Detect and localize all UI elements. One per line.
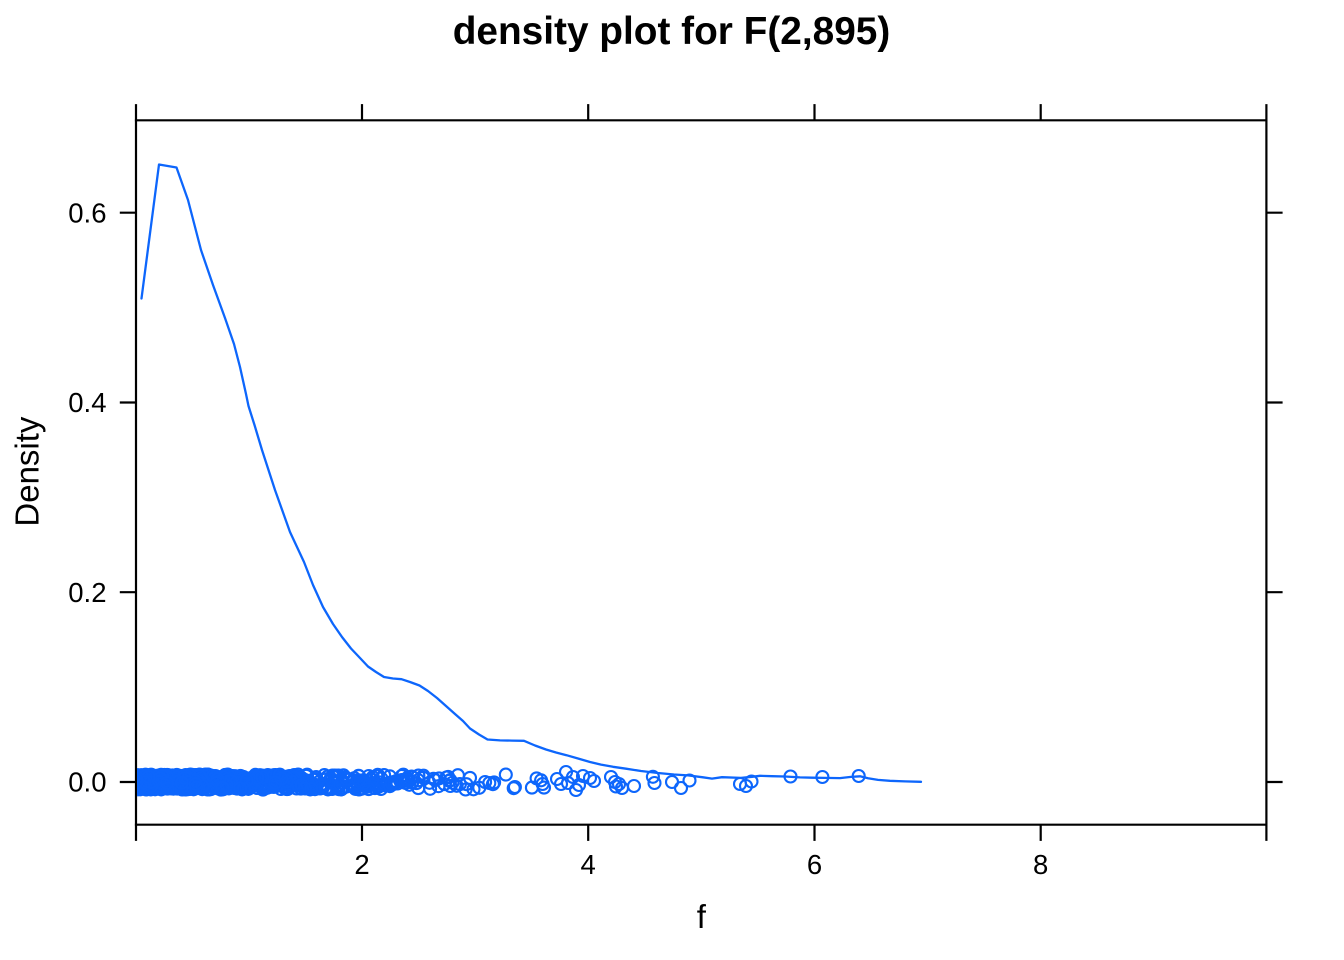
svg-text:f: f xyxy=(697,898,707,935)
svg-text:0.6: 0.6 xyxy=(68,197,106,228)
svg-text:0.0: 0.0 xyxy=(68,767,106,798)
svg-text:Density: Density xyxy=(8,416,45,527)
svg-text:density plot for F(2,895): density plot for F(2,895) xyxy=(453,10,891,53)
svg-text:2: 2 xyxy=(354,849,369,880)
svg-text:0.4: 0.4 xyxy=(68,387,106,418)
svg-text:0.2: 0.2 xyxy=(68,577,106,608)
svg-text:4: 4 xyxy=(581,849,596,880)
svg-text:6: 6 xyxy=(807,849,822,880)
svg-text:8: 8 xyxy=(1033,849,1048,880)
